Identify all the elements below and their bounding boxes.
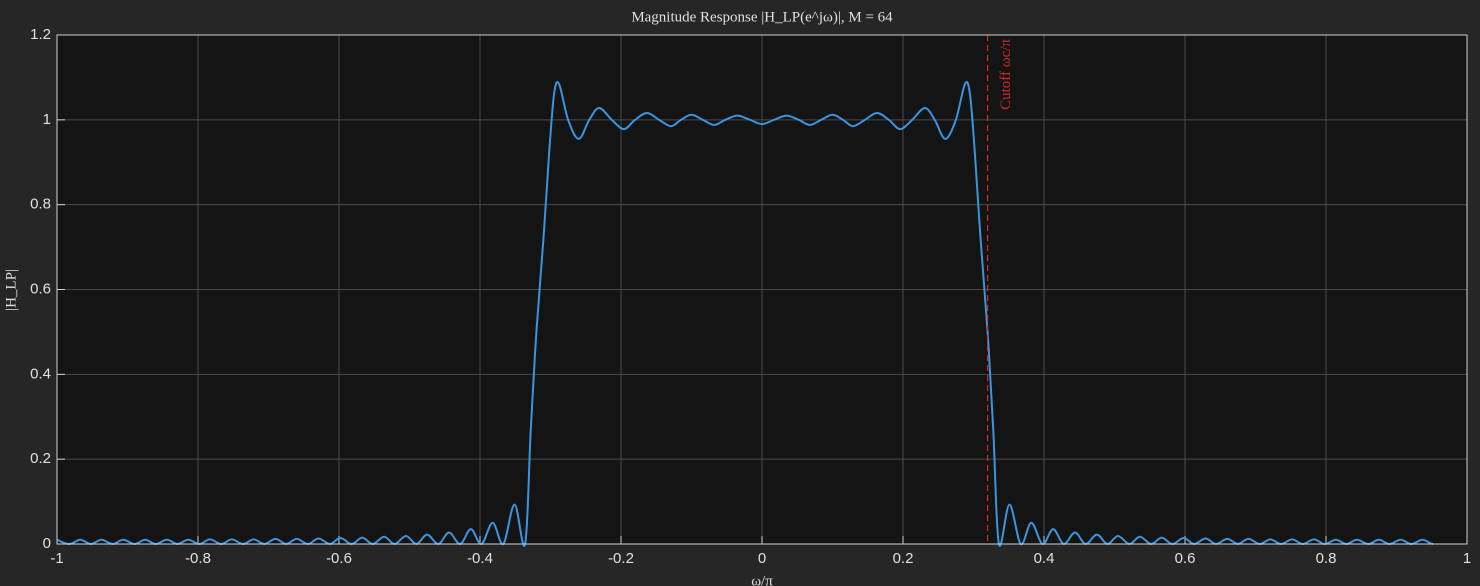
- x-tick-label: 0.6: [1175, 550, 1196, 567]
- axes-box: [56, 34, 1468, 545]
- x-tick-label: 0.8: [1316, 550, 1337, 567]
- x-tick-label: -0.2: [608, 550, 634, 567]
- x-tick-label: 0.2: [893, 550, 914, 567]
- x-tick-label: -1: [50, 550, 63, 567]
- y-tick-label: 1.2: [30, 26, 51, 43]
- y-tick-label: 0: [43, 535, 51, 552]
- x-tick-label: -0.4: [467, 550, 493, 567]
- y-axis-label: |H_LP|: [3, 269, 19, 311]
- x-tick-label: 0.4: [1034, 550, 1055, 567]
- x-tick-label: 1: [1463, 550, 1471, 567]
- x-tick-label: 0: [758, 550, 766, 567]
- y-tick-label: 0.8: [30, 196, 51, 213]
- y-tick-label: 0.6: [30, 280, 51, 297]
- y-tick-label: 0.4: [30, 365, 51, 382]
- chart-title: Magnitude Response |H_LP(e^jω)|, M = 64: [631, 9, 893, 25]
- cutoff-label: Cutoff ωc/π: [998, 39, 1014, 110]
- x-tick-label: -0.6: [326, 550, 352, 567]
- y-tick-label: 1: [43, 111, 51, 128]
- x-tick-label: -0.8: [185, 550, 211, 567]
- x-axis-label: ω/π: [751, 573, 773, 586]
- y-tick-label: 0.2: [30, 450, 51, 467]
